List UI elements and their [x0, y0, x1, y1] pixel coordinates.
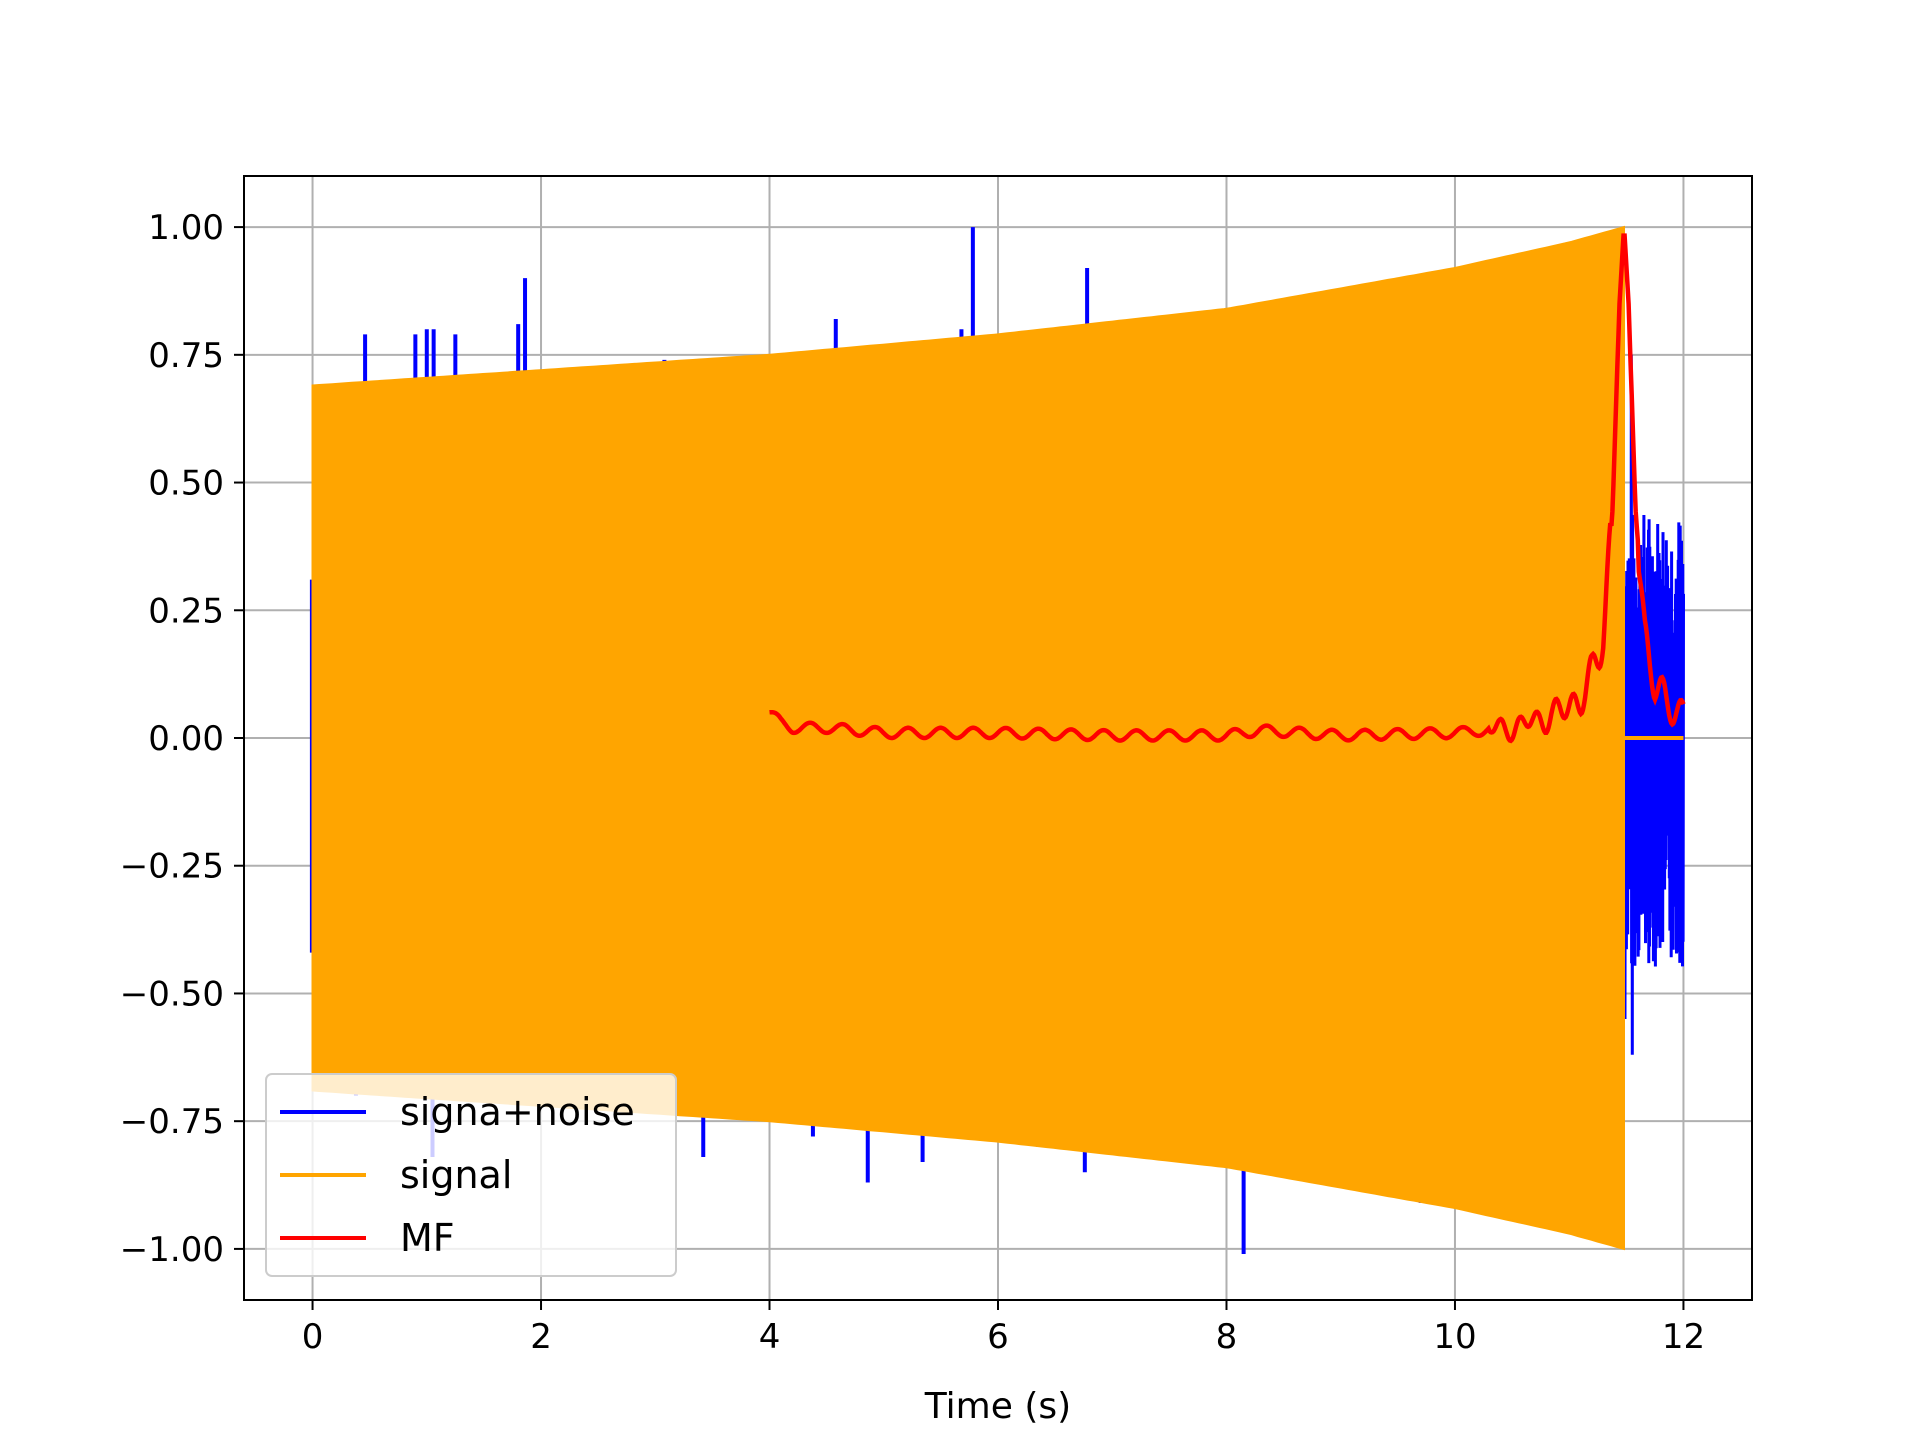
legend-label: signal: [400, 1153, 512, 1197]
x-tick-label: 8: [1216, 1317, 1238, 1357]
signal-band: [311, 225, 1625, 1251]
y-tick-label: 0.50: [148, 464, 224, 504]
legend-label: MF: [400, 1216, 455, 1260]
legend-label: signa+noise: [400, 1090, 635, 1134]
x-tick-label: 12: [1662, 1317, 1705, 1357]
series-layer: [309, 225, 1686, 1255]
legend-box: [265, 1073, 677, 1277]
y-tick-label: −0.50: [120, 974, 224, 1014]
x-tick-label: 0: [302, 1317, 324, 1357]
x-axis-title: Time (s): [924, 1386, 1071, 1427]
mf-line: [769, 233, 1686, 744]
y-tick-label: 1.00: [148, 208, 224, 248]
y-tick-label: −1.00: [120, 1230, 224, 1270]
x-tick-label: 2: [530, 1317, 552, 1357]
x-tick-label: 6: [987, 1317, 1009, 1357]
legend: signa+noise signal MF: [265, 1073, 677, 1277]
y-tick-label: 0.00: [148, 719, 224, 759]
y-tick-label: 0.75: [148, 336, 224, 376]
y-tick-label: −0.25: [120, 847, 224, 887]
axis-ticks: 0 2 4 6 8 10 12 1.00 0.75 0.50 0.25 0.00 −0.25 −0.50 −…: [120, 208, 1705, 1357]
y-tick-label: 0.25: [148, 591, 224, 631]
noise-tail: [1622, 354, 1685, 1055]
y-tick-label: −0.75: [120, 1102, 224, 1142]
x-tick-label: 10: [1433, 1317, 1476, 1357]
x-tick-label: 4: [759, 1317, 781, 1357]
